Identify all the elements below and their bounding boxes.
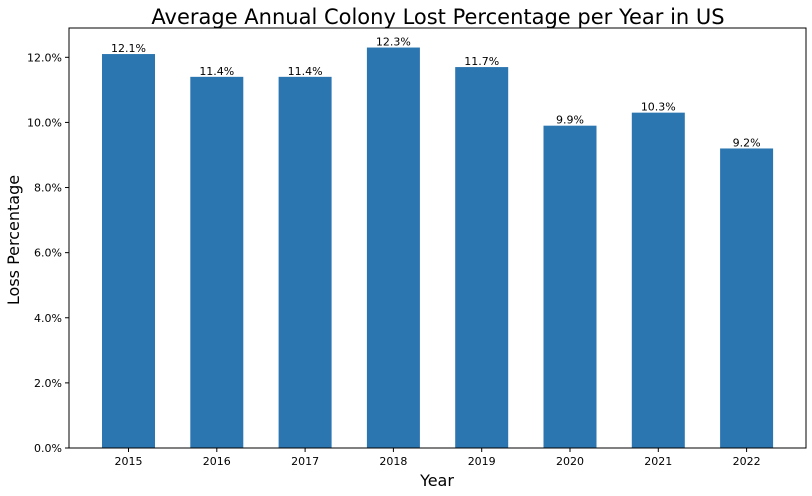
x-tick-label-2019: 2019 (468, 455, 496, 468)
x-tick-label-2020: 2020 (556, 455, 584, 468)
data-labels-layer: 12.1% 11.4% 11.4% 12.3% 11.7% 9.9% 10.3% 9.2% (111, 36, 761, 150)
x-tick-label-2015: 2015 (115, 455, 143, 468)
x-tick-label-2016: 2016 (203, 455, 231, 468)
y-tick-label-4: 8.0% (34, 182, 62, 195)
bars-layer (102, 47, 774, 449)
bar-2017 (278, 76, 332, 448)
data-label-2017: 11.4% (288, 65, 323, 78)
bar-2018 (366, 47, 420, 449)
data-label-2021: 10.3% (641, 101, 676, 114)
y-axis-label: Loss Percentage (4, 175, 23, 305)
x-axis-label: Year (419, 471, 454, 490)
bar-2021 (631, 112, 685, 449)
x-tick-label-2022: 2022 (733, 455, 761, 468)
bar-2015 (102, 54, 155, 449)
x-tick-label-2021: 2021 (644, 455, 672, 468)
bar-2022 (720, 148, 774, 448)
axes-layer: 2015 2016 2017 2018 2019 2020 2021 2022 0.0% 2.0%… (27, 27, 807, 468)
data-label-2015: 12.1% (111, 42, 146, 55)
plot-frame (68, 27, 807, 449)
x-tick-label-2018: 2018 (379, 455, 407, 468)
y-tick-label-5: 10.0% (27, 116, 62, 129)
y-tick-label-6: 12.0% (27, 51, 62, 64)
data-label-2018: 12.3% (376, 36, 411, 49)
data-label-2019: 11.7% (464, 55, 499, 68)
bar-2019 (455, 67, 509, 449)
data-label-2020: 9.9% (556, 114, 584, 127)
y-tick-label-2: 4.0% (34, 312, 62, 325)
bar-2020 (543, 125, 597, 449)
chart-title: Average Annual Colony Lost Percentage pe… (151, 5, 724, 29)
bar-2016 (190, 76, 244, 448)
x-tick-label-2017: 2017 (291, 455, 319, 468)
y-tick-label-1: 2.0% (34, 377, 62, 390)
y-tick-label-0: 0.0% (34, 442, 62, 455)
y-tick-label-3: 6.0% (34, 247, 62, 260)
data-label-2016: 11.4% (199, 65, 234, 78)
data-label-2022: 9.2% (733, 136, 761, 149)
